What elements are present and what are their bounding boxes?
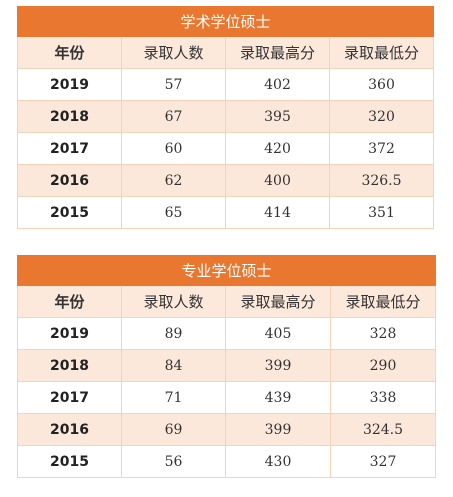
cell-admitted: 60 [121,132,226,165]
cell-max-score: 400 [225,164,330,197]
cell-year: 2015 [17,196,122,229]
cell-max-score: 430 [225,445,331,478]
table-row: 2015 56 430 327 [17,445,437,478]
cell-max-score: 414 [225,196,330,229]
header-min-score: 录取最低分 [329,285,437,318]
cell-max-score: 420 [225,132,330,165]
cell-admitted: 67 [121,100,226,133]
cell-admitted: 57 [121,68,226,101]
table-title: 学术学位硕士 [16,6,435,37]
cell-min-score: 324.5 [329,413,437,446]
cell-admitted: 69 [121,413,226,446]
cell-year: 2016 [17,413,122,446]
cell-max-score: 439 [225,381,331,414]
cell-admitted: 56 [121,445,226,478]
cell-year: 2017 [17,132,122,165]
cell-max-score: 395 [225,100,330,133]
header-year: 年份 [17,36,122,69]
table-row: 2018 84 399 290 [17,349,437,382]
header-max-score: 录取最高分 [225,285,331,318]
header-year: 年份 [17,285,122,318]
header-max-score: 录取最高分 [225,36,330,69]
header-admitted: 录取人数 [121,285,226,318]
table-row: 2019 89 405 328 [17,317,437,350]
cell-year: 2015 [17,445,122,478]
header-min-score: 录取最低分 [328,36,435,69]
cell-max-score: 405 [225,317,331,350]
cell-min-score: 320 [328,100,435,133]
table-row: 2017 60 420 372 [17,132,435,165]
table-row: 2016 69 399 324.5 [17,413,437,446]
table-row: 2018 67 395 320 [17,100,435,133]
cell-min-score: 327 [329,445,437,478]
cell-year: 2016 [17,164,122,197]
table-row: 2017 71 439 338 [17,381,437,414]
cell-admitted: 65 [121,196,226,229]
cell-admitted: 84 [121,349,226,382]
table-row: 2016 62 400 326.5 [17,164,435,197]
cell-min-score: 351 [328,196,435,229]
cell-max-score: 402 [225,68,330,101]
cell-year: 2019 [17,317,122,350]
table-row: 2019 57 402 360 [17,68,435,101]
professional-degree-table: 专业学位硕士 年份 录取人数 录取最高分 录取最低分 2019 89 405 3… [16,255,437,478]
cell-year: 2018 [17,100,122,133]
cell-min-score: 326.5 [328,164,435,197]
cell-year: 2017 [17,381,122,414]
cell-min-score: 338 [329,381,437,414]
cell-admitted: 71 [121,381,226,414]
cell-min-score: 372 [328,132,435,165]
academic-degree-table: 学术学位硕士 年份 录取人数 录取最高分 录取最低分 2019 57 402 3… [16,6,435,229]
cell-admitted: 62 [121,164,226,197]
cell-max-score: 399 [225,413,331,446]
table-row: 2015 65 414 351 [17,196,435,229]
header-admitted: 录取人数 [121,36,226,69]
table-title: 专业学位硕士 [16,255,437,286]
cell-year: 2019 [17,68,122,101]
cell-min-score: 290 [329,349,437,382]
cell-admitted: 89 [121,317,226,350]
cell-min-score: 360 [328,68,435,101]
cell-year: 2018 [17,349,122,382]
cell-max-score: 399 [225,349,331,382]
cell-min-score: 328 [329,317,437,350]
